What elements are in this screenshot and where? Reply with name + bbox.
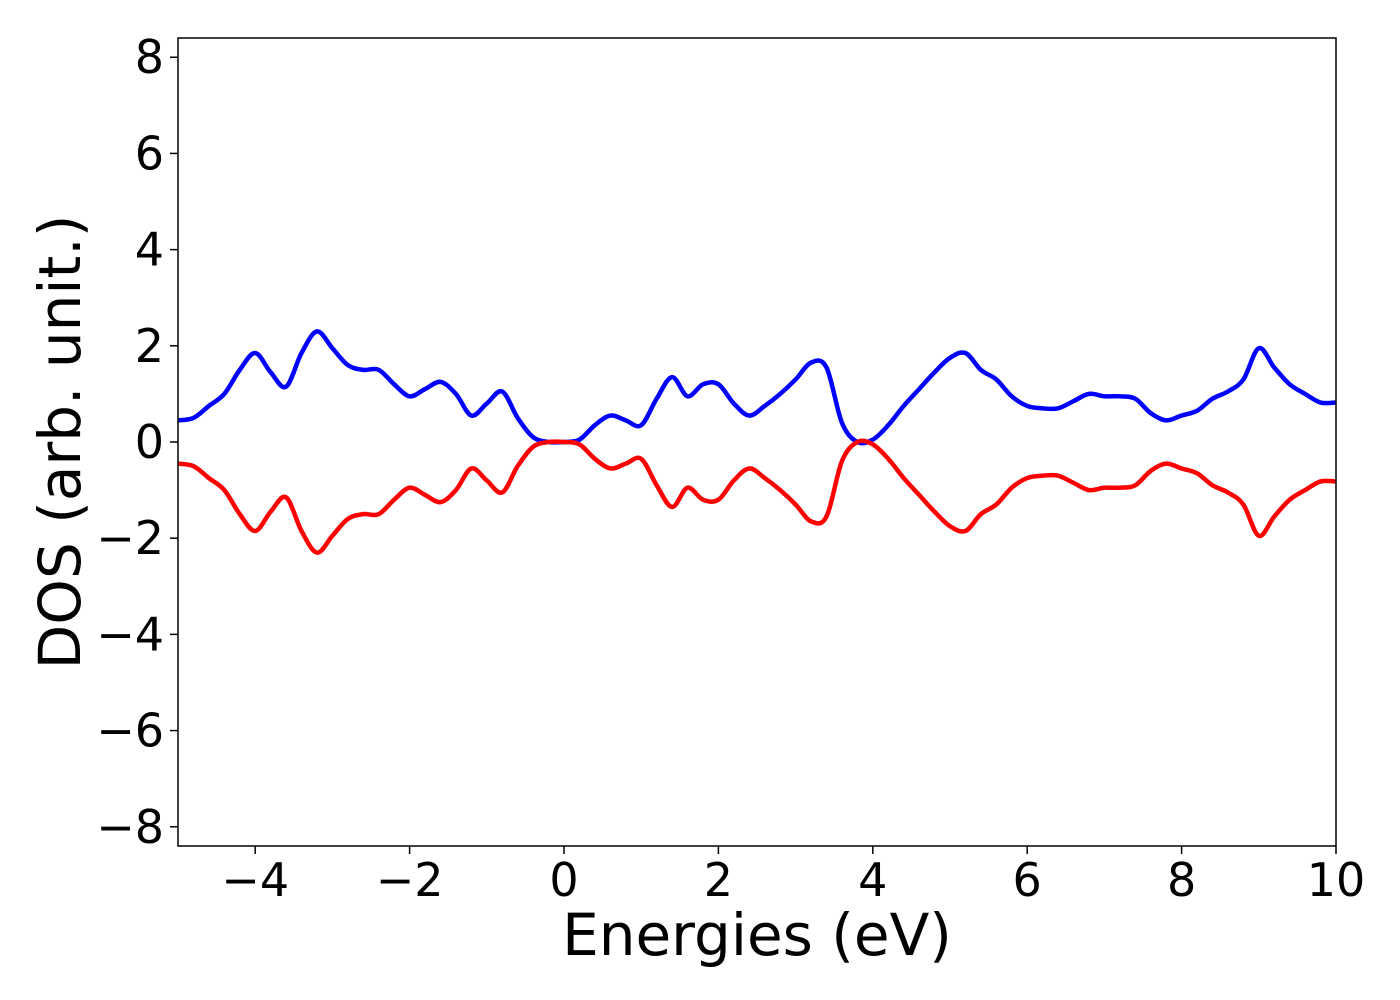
y-tick-label: 4 — [135, 223, 164, 277]
y-tick-label: −4 — [96, 607, 164, 661]
x-tick-label: 6 — [1013, 853, 1042, 907]
y-tick-label: 6 — [135, 126, 164, 180]
y-tick-label: 2 — [135, 319, 164, 373]
x-tick-label: 10 — [1307, 853, 1366, 907]
y-axis-title: DOS (arb. unit.) — [26, 215, 94, 670]
y-tick-label: −8 — [96, 800, 164, 854]
x-tick-label: −4 — [221, 853, 289, 907]
y-tick-label: 8 — [135, 30, 164, 84]
x-axis-title: Energies (eV) — [562, 901, 952, 969]
y-axis-ticks: −8 −6 −4 −2 0 2 4 6 8 — [96, 30, 178, 854]
series-layer — [178, 329, 1336, 555]
x-tick-label: 2 — [704, 853, 733, 907]
y-tick-label: 0 — [135, 415, 164, 469]
y-tick-label: −6 — [96, 704, 164, 758]
x-axis-ticks: −4 −2 0 2 4 6 8 10 — [221, 846, 1365, 907]
x-tick-label: 0 — [549, 853, 578, 907]
x-tick-label: 4 — [858, 853, 887, 907]
y-tick-label: −2 — [96, 511, 164, 565]
x-tick-label: 8 — [1167, 853, 1196, 907]
series-line-2 — [178, 438, 1336, 555]
series-line-1 — [178, 329, 1336, 446]
x-tick-label: −2 — [376, 853, 444, 907]
plot-frame — [177, 37, 1337, 847]
